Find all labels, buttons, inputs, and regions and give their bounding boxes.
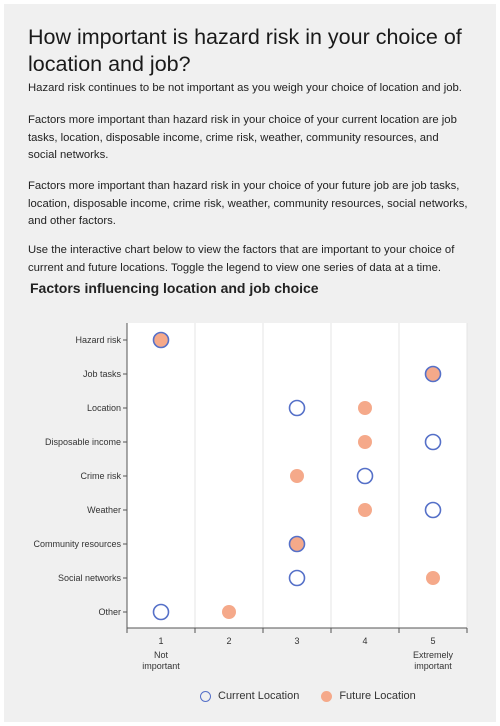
legend-item-future-location[interactable]: Future Location (321, 690, 416, 702)
current-location-point (424, 501, 442, 519)
current-location-point (424, 365, 442, 383)
intro-paragraph-4: Use the interactive chart below to view … (28, 244, 455, 274)
y-category-label: Hazard risk (75, 335, 121, 345)
chart-legend: Current Location Future Location (200, 690, 438, 702)
y-category-label: Disposable income (45, 437, 121, 447)
y-category-label: Job tasks (83, 369, 122, 379)
intro-paragraph-2: Factors more important than hazard risk … (28, 114, 457, 162)
future-location-point (290, 469, 304, 483)
y-category-label: Crime risk (81, 471, 122, 481)
current-location-point (424, 433, 442, 451)
x-tick-sublabel: important (414, 661, 452, 671)
future-location-point (290, 537, 304, 551)
y-category-label: Location (87, 403, 121, 413)
future-location-point (154, 333, 168, 347)
current-location-point (152, 331, 170, 349)
x-tick-label: 3 (294, 636, 299, 646)
filled-circle-icon (321, 690, 333, 702)
y-category-label: Weather (87, 505, 121, 515)
future-location-point (222, 605, 236, 619)
x-tick-sublabel: Not (154, 650, 169, 660)
future-location-point (358, 401, 372, 415)
legend-item-current-location[interactable]: Current Location (200, 690, 299, 702)
legend-label-current-location: Current Location (218, 690, 300, 702)
x-tick-label: 1 (158, 636, 163, 646)
current-location-point (288, 535, 306, 553)
y-category-label: Other (98, 607, 121, 617)
future-location-point (426, 571, 440, 585)
current-location-point (288, 569, 306, 587)
current-location-point (288, 399, 306, 417)
x-tick-sublabel: Extremely (413, 650, 454, 660)
intro-paragraph-3: Factors more important than hazard risk … (28, 180, 468, 228)
chart-title: Factors influencing location and job cho… (30, 280, 319, 296)
legend-label-future-location: Future Location (339, 690, 416, 702)
future-location-point (426, 367, 440, 381)
page-title: How important is hazard risk in your cho… (28, 25, 462, 76)
y-category-label: Community resources (33, 539, 121, 549)
current-location-point (152, 603, 170, 621)
intro-paragraph-1: Hazard risk continues to be not importan… (28, 82, 462, 94)
future-location-point (358, 435, 372, 449)
x-tick-sublabel: important (142, 661, 180, 671)
y-category-label: Social networks (58, 573, 122, 583)
x-tick-label: 4 (362, 636, 367, 646)
x-tick-label: 5 (430, 636, 435, 646)
x-tick-label: 2 (226, 636, 231, 646)
future-location-point (358, 503, 372, 517)
current-location-point (356, 467, 374, 485)
hollow-circle-icon (200, 690, 211, 702)
